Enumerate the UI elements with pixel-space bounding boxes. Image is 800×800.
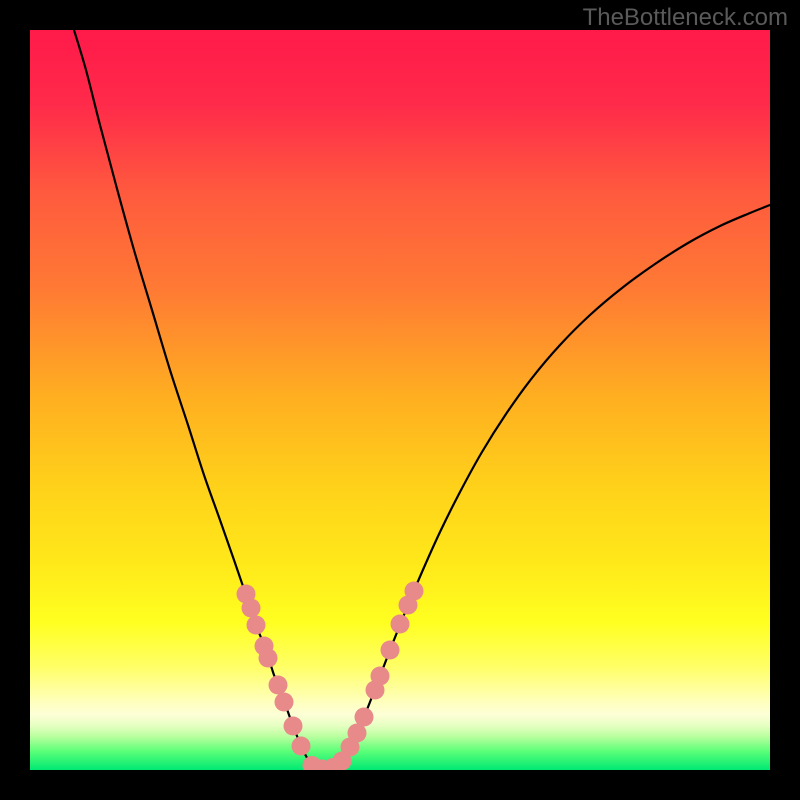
frame-right [770, 0, 800, 800]
data-marker [333, 752, 352, 771]
data-marker [381, 641, 400, 660]
gradient-background [30, 30, 770, 770]
frame-left [0, 0, 30, 800]
data-marker [269, 676, 288, 695]
data-marker [355, 708, 374, 727]
data-marker [247, 616, 266, 635]
frame-bottom [0, 770, 800, 800]
data-marker [242, 599, 261, 618]
bottleneck-chart [30, 30, 770, 770]
data-marker [292, 737, 311, 756]
data-marker [371, 667, 390, 686]
data-marker [284, 717, 303, 736]
watermark-text: TheBottleneck.com [583, 4, 788, 32]
data-marker [259, 649, 278, 668]
data-marker [391, 615, 410, 634]
data-marker [405, 582, 424, 601]
data-marker [275, 693, 294, 712]
